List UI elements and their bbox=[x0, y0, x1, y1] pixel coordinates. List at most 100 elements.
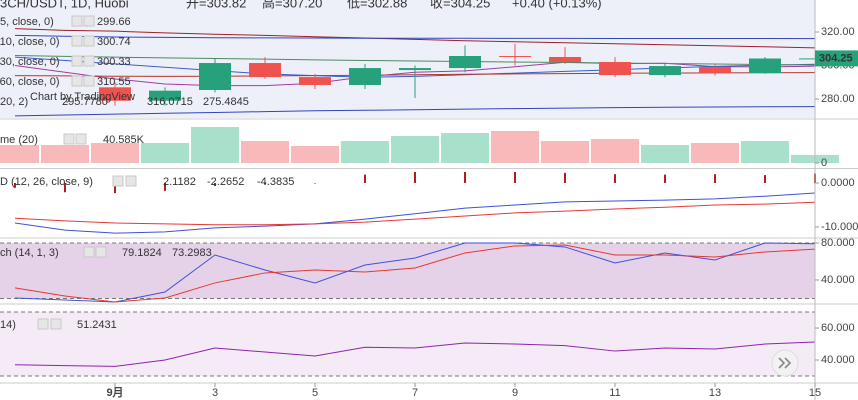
legend-value: 300.74 bbox=[97, 36, 131, 48]
legend-value: 299.66 bbox=[97, 16, 131, 28]
histogram-bar bbox=[564, 172, 566, 183]
settings-icon[interactable] bbox=[37, 318, 49, 330]
candle-body bbox=[649, 66, 681, 76]
candle-body bbox=[749, 58, 781, 74]
legend-value: 73.2983 bbox=[172, 247, 212, 259]
close-icon[interactable] bbox=[83, 35, 95, 47]
volume-bar bbox=[0, 145, 39, 163]
scroll-icon bbox=[778, 357, 792, 369]
histogram-bar bbox=[314, 182, 316, 184]
histogram-bar bbox=[114, 182, 116, 194]
settings-icon[interactable] bbox=[83, 246, 95, 258]
change-value: +0.40 (+0.13%) bbox=[512, 0, 602, 10]
x-tick-label: 3 bbox=[212, 387, 218, 399]
legend-value: -2.2652 bbox=[207, 176, 244, 188]
legend-name: (10, close, 0) bbox=[0, 36, 60, 48]
close-icon[interactable] bbox=[83, 55, 95, 67]
y-tick-label: 80.000 bbox=[821, 237, 855, 249]
close-value: 收=304.25 bbox=[430, 0, 490, 10]
legend-value: 2.1182 bbox=[163, 176, 196, 188]
candle-body bbox=[499, 55, 531, 57]
pane-title: ch (14, 1, 3) bbox=[0, 247, 59, 259]
candle-body bbox=[199, 63, 231, 91]
candle-body bbox=[449, 55, 481, 69]
pane-background bbox=[0, 0, 815, 118]
legend-name: 5, close, 0) bbox=[0, 16, 54, 28]
close-icon[interactable] bbox=[83, 75, 95, 87]
volume-bar bbox=[691, 143, 739, 163]
close-icon[interactable] bbox=[95, 246, 107, 258]
histogram-bar bbox=[214, 182, 216, 187]
marks bbox=[0, 28, 839, 367]
indicator-line bbox=[14, 192, 816, 234]
band-fill bbox=[0, 312, 815, 377]
pane-title: D (12, 26, close, 9) bbox=[0, 176, 93, 188]
settings-icon[interactable] bbox=[71, 55, 83, 67]
pane-title: 14) bbox=[0, 319, 16, 331]
candle-body bbox=[349, 68, 381, 85]
settings-icon[interactable] bbox=[71, 75, 83, 87]
low-value: 低=302.88 bbox=[347, 0, 407, 10]
legend-name: (60, close, 0) bbox=[0, 76, 60, 88]
legend: 3CH/USDT, 1D, Huobi 开=303.82 高=307.20 低=… bbox=[0, 0, 602, 331]
legend-value: 40.585K bbox=[103, 134, 145, 146]
legend-name: 20, 2) bbox=[0, 96, 28, 108]
histogram-bar bbox=[614, 174, 616, 183]
settings-icon[interactable] bbox=[112, 175, 124, 187]
indicator-line bbox=[14, 341, 816, 367]
volume-bar bbox=[541, 141, 589, 163]
y-tick-label: 40.000 bbox=[821, 354, 855, 366]
x-tick-label: 5 bbox=[312, 387, 318, 399]
legend-value: 79.1824 bbox=[122, 247, 162, 259]
indicator-line bbox=[14, 106, 816, 117]
high-value: 高=307.20 bbox=[262, 0, 322, 10]
candle-body bbox=[549, 56, 581, 63]
legend-value: 295.7780 bbox=[62, 96, 108, 108]
histogram-bar bbox=[514, 171, 516, 183]
close-icon[interactable] bbox=[125, 175, 137, 187]
y-tick-label: 320.00 bbox=[821, 26, 855, 38]
legend-value: 300.33 bbox=[97, 56, 131, 68]
x-tick-label: 7 bbox=[412, 387, 418, 399]
histogram-bar bbox=[164, 182, 166, 191]
legend-value: 310.55 bbox=[97, 76, 131, 88]
histogram-bar bbox=[764, 175, 766, 183]
legend-name: (30, close, 0) bbox=[0, 56, 60, 68]
volume-bar bbox=[291, 146, 339, 163]
indicator-line bbox=[14, 54, 816, 66]
volume-bar bbox=[741, 141, 789, 163]
pane-title: me (20) bbox=[0, 134, 38, 146]
candle-body bbox=[299, 77, 331, 85]
legend-value: 316.0715 bbox=[147, 96, 193, 108]
settings-icon[interactable] bbox=[71, 35, 83, 47]
x-tick-label: 11 bbox=[609, 387, 620, 399]
symbol: 3CH/USDT, 1D, Huobi bbox=[0, 0, 129, 10]
histogram-bar bbox=[264, 182, 266, 185]
candle-body bbox=[399, 68, 431, 71]
x-tick-label: 9月 bbox=[106, 386, 123, 399]
candle-body bbox=[149, 90, 181, 101]
band-fill bbox=[0, 242, 815, 299]
close-icon[interactable] bbox=[83, 15, 95, 27]
y-tick-label: 0.0000 bbox=[821, 177, 855, 189]
legend-icons bbox=[37, 15, 137, 330]
volume-bar bbox=[341, 141, 389, 163]
y-tick-label: 280.00 bbox=[821, 93, 855, 105]
volume-bar bbox=[591, 139, 639, 163]
histogram-bar bbox=[14, 182, 16, 188]
histogram-bar bbox=[714, 174, 716, 183]
volume-bar bbox=[491, 131, 539, 163]
close-icon[interactable] bbox=[50, 318, 62, 330]
x-tick-label: 15 bbox=[809, 387, 821, 399]
histogram-bar bbox=[414, 171, 416, 183]
close-icon[interactable] bbox=[75, 133, 87, 145]
candle-body bbox=[599, 62, 631, 76]
settings-icon[interactable] bbox=[71, 15, 83, 27]
legend-value: 51.2431 bbox=[77, 319, 117, 331]
settings-icon[interactable] bbox=[63, 133, 75, 145]
histogram-bar bbox=[364, 174, 366, 183]
indicator-line bbox=[14, 201, 816, 226]
volume-bar bbox=[91, 143, 139, 163]
